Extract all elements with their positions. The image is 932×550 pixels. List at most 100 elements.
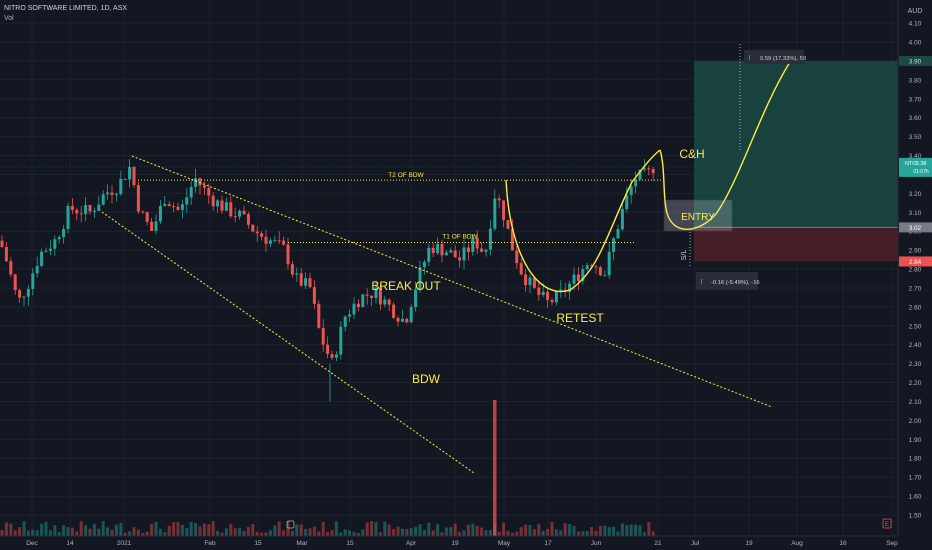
candle-body <box>202 185 206 188</box>
candle-body <box>471 237 475 252</box>
time-tick-label: 2021 <box>117 540 132 547</box>
candle-body <box>295 273 299 275</box>
candle-body <box>57 237 61 240</box>
volume-bar <box>598 525 602 536</box>
candle-body <box>286 244 290 265</box>
candle-body <box>88 204 92 212</box>
price-tick-label: 2.20 <box>909 380 922 387</box>
volume-bar <box>48 530 52 536</box>
price-tick-label: 2.00 <box>909 418 922 425</box>
volume-bar <box>365 522 369 536</box>
volume-bar <box>594 530 598 536</box>
volume-bar <box>431 530 435 536</box>
volume-bar <box>233 528 237 536</box>
chart-grid <box>0 0 898 536</box>
price-tick-label: 2.60 <box>909 304 922 311</box>
stop-zone <box>694 227 898 262</box>
volume-bar <box>519 527 523 536</box>
candle-body <box>581 269 585 282</box>
volume-bar <box>290 531 294 536</box>
candle-body <box>31 273 35 289</box>
volume-bar <box>590 527 594 536</box>
candle-body <box>603 275 607 277</box>
volume-bar <box>414 526 418 536</box>
volume-bar <box>264 532 268 536</box>
stop-stats-text: -0.16 (-5.49%), -16 <box>711 280 760 286</box>
time-tick-label: Mar <box>296 540 308 547</box>
candle-body <box>651 168 655 174</box>
price-tick-label: 3.60 <box>909 115 922 122</box>
price-tick-label: 2.10 <box>909 399 922 406</box>
candle-body <box>62 229 66 238</box>
candle-body <box>9 261 13 275</box>
candle-body <box>590 265 594 267</box>
volume-bar <box>211 521 215 536</box>
candle-body <box>299 273 303 286</box>
time-axis[interactable]: Dec 14 2021 Feb 15 Mar 15 Apr 19 May 17 Jun 21 Jul 19 A… <box>0 535 898 547</box>
volume-bar <box>97 528 101 536</box>
price-tick-label: 1.80 <box>909 456 922 463</box>
volume-bar <box>378 532 382 536</box>
price-tick-label: 2.40 <box>909 342 922 349</box>
label-stop-loss: S/L <box>681 250 688 261</box>
volume-bar <box>462 530 466 536</box>
candle-body <box>110 192 114 195</box>
volume-bar <box>145 531 149 536</box>
badge-entry-bg <box>899 222 932 233</box>
volume-bar <box>475 525 479 536</box>
volume-bar <box>167 525 171 536</box>
volume-bar <box>13 530 17 536</box>
candle-body <box>497 198 501 201</box>
wedge-upper-line <box>131 155 773 408</box>
price-tick-label: 2.80 <box>909 267 922 274</box>
price-tick-label: 4.10 <box>909 21 922 28</box>
volume-bar <box>246 526 250 536</box>
candle-body <box>493 198 497 229</box>
candle-body <box>84 204 88 215</box>
volume-bar <box>268 530 272 536</box>
badge-last-bg <box>899 157 932 177</box>
candle-body <box>326 344 330 354</box>
candle-body <box>53 239 57 249</box>
candle-body <box>264 236 268 244</box>
candle-body <box>541 291 545 295</box>
volume-bar <box>150 523 154 536</box>
candle-body <box>220 200 224 211</box>
badge-last: 3.38 <box>916 161 927 167</box>
volume-bar <box>642 532 646 536</box>
volume-bar <box>458 531 462 536</box>
candle-body <box>638 169 642 180</box>
candle-body <box>620 209 624 230</box>
candle-body <box>510 228 514 251</box>
volume-bar <box>576 531 580 536</box>
symbol-title[interactable]: NITRO SOFTWARE LIMITED, 1D, ASX <box>4 5 128 12</box>
volume-bar <box>352 531 356 536</box>
earnings-event-icon[interactable] <box>882 518 892 529</box>
time-tick-label: Apr <box>406 540 417 547</box>
candle-body <box>180 204 184 210</box>
volume-bar <box>427 522 431 536</box>
time-tick-label: Feb <box>204 540 216 547</box>
candle-body <box>167 204 171 207</box>
candle-body <box>462 247 466 261</box>
volume-bar <box>92 524 96 536</box>
label-bdw: BDW <box>412 372 441 386</box>
volume-bar <box>154 521 158 536</box>
candle-body <box>475 237 479 249</box>
volume-bar <box>251 524 255 536</box>
dividend-event-icon[interactable] <box>286 520 295 529</box>
price-axis[interactable]: AUD4.104.003.903.803.703.603.503.403.303… <box>897 0 932 550</box>
volume-bar <box>216 530 220 536</box>
time-tick-label: 17 <box>544 540 552 547</box>
price-tick-label: 3.40 <box>909 153 922 160</box>
candle-body <box>607 251 611 276</box>
candle-body <box>400 318 404 322</box>
badge-countdown: 01:07h <box>913 169 929 175</box>
candle-body <box>48 248 52 251</box>
candlestick-series <box>0 158 655 402</box>
time-tick-label: Jun <box>591 540 602 547</box>
volume-bar <box>180 524 184 536</box>
measure-icon: ⊺ <box>748 55 751 62</box>
candle-body <box>132 166 136 186</box>
